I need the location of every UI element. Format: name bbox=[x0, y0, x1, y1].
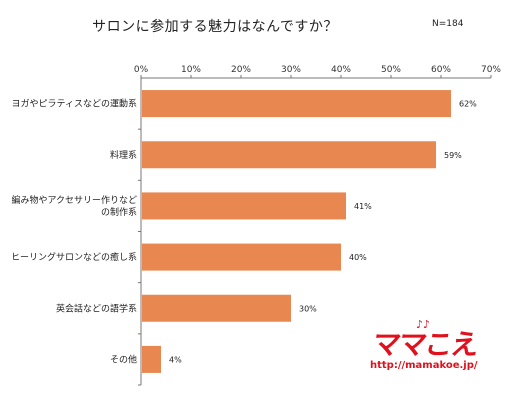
music-note-icon: ♪♪ bbox=[416, 318, 431, 331]
x-tick-label: 50% bbox=[381, 65, 401, 75]
bar bbox=[142, 294, 291, 322]
category-label: ヒーリングサロンなどの癒し系 bbox=[11, 251, 137, 263]
x-tick-label: 70% bbox=[481, 65, 501, 75]
category-label: 編み物やアクセサリー作りなど bbox=[11, 194, 137, 206]
bar bbox=[142, 345, 161, 373]
category-label: その他 bbox=[110, 353, 137, 365]
x-tick-label: 0% bbox=[134, 65, 149, 75]
data-label: 59% bbox=[444, 151, 462, 160]
category-label: 英会話などの語学系 bbox=[56, 302, 137, 314]
category-label: 料理系 bbox=[110, 149, 137, 161]
bar bbox=[142, 192, 346, 220]
x-tick-label: 30% bbox=[281, 65, 301, 75]
data-label: 41% bbox=[354, 202, 372, 211]
data-label: 40% bbox=[349, 253, 367, 262]
category-label: ヨガやピラティスなどの運動系 bbox=[12, 99, 137, 110]
x-tick-label: 40% bbox=[331, 65, 351, 75]
category-label: の制作系 bbox=[101, 206, 137, 218]
bar bbox=[142, 243, 341, 271]
site-url: http://mamakoe.jp/ bbox=[370, 360, 478, 371]
x-tick-label: 20% bbox=[231, 65, 251, 75]
data-label: 30% bbox=[299, 304, 317, 313]
x-tick-label: 10% bbox=[181, 65, 201, 75]
brand-logo: ママこえ bbox=[370, 328, 480, 361]
bar bbox=[142, 141, 436, 169]
chart-title: サロンに参加する魅力はなんですか？ bbox=[92, 19, 338, 35]
data-label: 62% bbox=[459, 100, 477, 109]
data-label: 4% bbox=[169, 355, 182, 364]
bar bbox=[142, 90, 451, 118]
x-tick-label: 60% bbox=[431, 65, 451, 75]
sample-size-label: N=184 bbox=[432, 19, 464, 29]
